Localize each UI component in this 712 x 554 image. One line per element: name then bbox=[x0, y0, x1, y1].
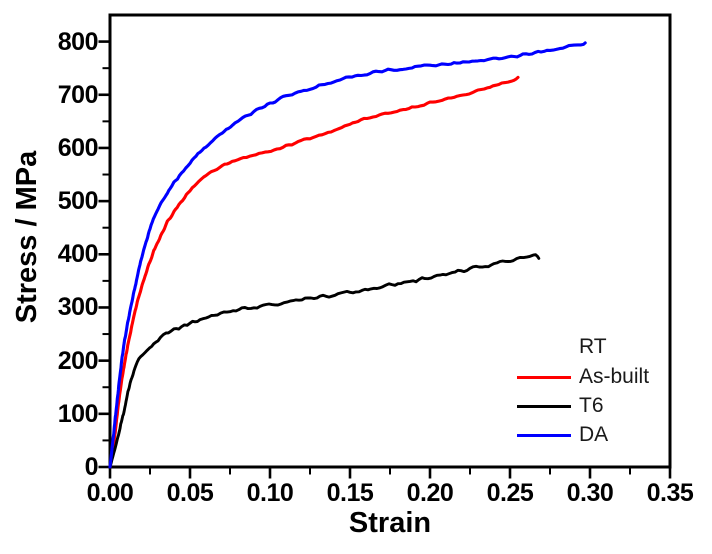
legend-label-da: DA bbox=[579, 423, 609, 446]
legend-item-as-built: As-built bbox=[517, 363, 649, 391]
y-tick-label: 0 bbox=[84, 453, 99, 481]
y-tick-label: 200 bbox=[57, 346, 99, 375]
legend-label-as-built: As-built bbox=[579, 365, 650, 388]
y-tick-label: 700 bbox=[57, 80, 99, 109]
curve-da bbox=[108, 41, 587, 469]
plot-frame bbox=[108, 13, 672, 469]
t6-line-swatch bbox=[517, 404, 571, 408]
legend-item-da: DA bbox=[517, 421, 649, 449]
curve-as-built bbox=[108, 75, 520, 469]
legend: RT As-built T6 DA bbox=[517, 332, 649, 449]
legend-title: RT bbox=[579, 335, 607, 358]
y-tick-label: 500 bbox=[57, 187, 99, 216]
x-tick-label: 0.25 bbox=[486, 479, 534, 507]
legend-item-t6: T6 bbox=[517, 392, 649, 420]
x-axis-title: Strain bbox=[348, 507, 432, 539]
as-built-line-swatch bbox=[517, 375, 571, 379]
x-tick-label: 0.05 bbox=[166, 479, 214, 507]
curve-t6 bbox=[108, 253, 541, 469]
y-tick-label: 800 bbox=[57, 27, 99, 56]
y-axis-title: Stress / MPa bbox=[11, 150, 43, 324]
y-tick-label: 300 bbox=[57, 293, 99, 322]
x-tick-label: 0.30 bbox=[566, 479, 614, 507]
y-tick-label: 400 bbox=[57, 240, 99, 269]
y-tick-label: 600 bbox=[57, 133, 99, 162]
x-tick-label: 0.35 bbox=[646, 479, 694, 507]
x-tick-label: 0.00 bbox=[86, 479, 134, 507]
x-tick-label: 0.10 bbox=[246, 479, 294, 507]
x-tick-label: 0.20 bbox=[406, 479, 454, 507]
da-line-swatch bbox=[517, 433, 571, 437]
x-tick-label: 0.15 bbox=[326, 479, 374, 507]
y-tick-label: 100 bbox=[57, 399, 99, 428]
legend-label-t6: T6 bbox=[579, 394, 604, 417]
